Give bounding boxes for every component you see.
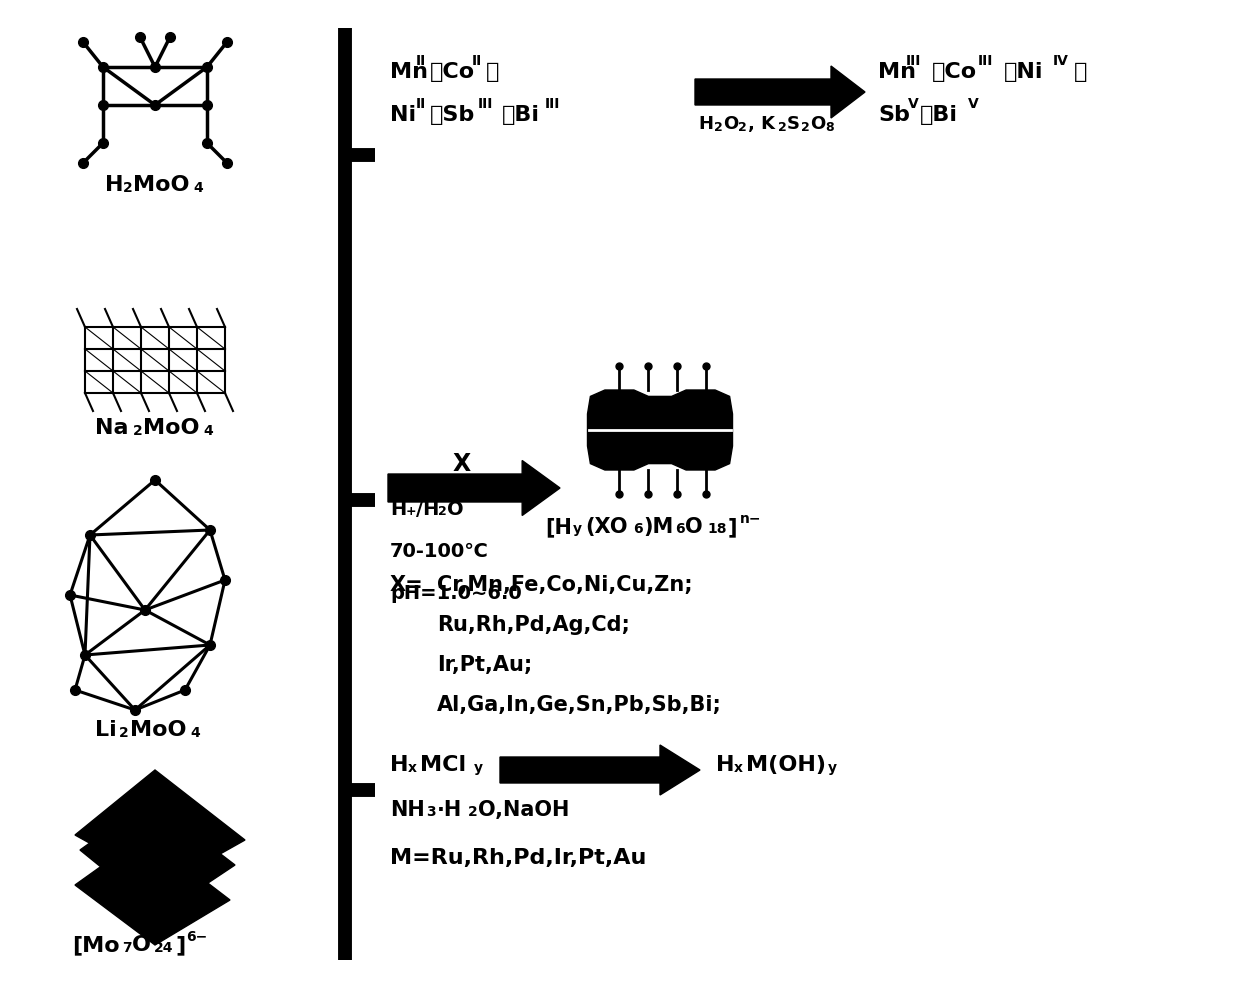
Text: 、Co: 、Co — [932, 62, 978, 82]
Text: H: H — [716, 755, 735, 775]
Text: n−: n− — [740, 512, 762, 526]
Text: V: V — [908, 97, 919, 111]
Text: y: y — [828, 761, 838, 775]
Text: 2: 2 — [123, 181, 133, 195]
Polygon shape — [388, 461, 560, 515]
Text: ·H: ·H — [437, 800, 462, 820]
Text: 2: 2 — [778, 121, 787, 134]
Text: 4: 4 — [193, 181, 203, 195]
Text: [H: [H — [545, 517, 572, 537]
Text: 、Co: 、Co — [430, 62, 475, 82]
Text: II: II — [472, 54, 482, 68]
Text: 、Bi: 、Bi — [502, 105, 540, 125]
Text: M(OH): M(OH) — [746, 755, 826, 775]
Text: MoO: MoO — [130, 720, 187, 740]
Text: y: y — [475, 761, 483, 775]
Text: 6: 6 — [675, 522, 685, 536]
Text: 2: 2 — [714, 121, 722, 134]
Text: MoO: MoO — [133, 175, 190, 195]
Text: IV: IV — [1053, 54, 1069, 68]
Text: 、Ni: 、Ni — [1004, 62, 1043, 82]
Text: 、Bi: 、Bi — [921, 105, 958, 125]
Text: Sb: Sb — [878, 105, 909, 125]
Polygon shape — [76, 770, 245, 885]
Text: 4: 4 — [203, 424, 213, 438]
Text: (XO: (XO — [585, 517, 627, 537]
Text: 2: 2 — [119, 726, 129, 740]
Text: 2: 2 — [800, 121, 810, 134]
Polygon shape — [587, 390, 732, 470]
Text: II: II — [416, 97, 426, 111]
Text: 2: 2 — [439, 505, 447, 518]
Text: O: O — [447, 500, 463, 519]
Text: 、: 、 — [486, 62, 499, 82]
Text: x: x — [733, 761, 743, 775]
Text: ]: ] — [175, 935, 186, 955]
Text: Al,Ga,In,Ge,Sn,Pb,Sb,Bi;: Al,Ga,In,Ge,Sn,Pb,Sb,Bi; — [437, 695, 722, 715]
Polygon shape — [695, 66, 865, 118]
Text: 6−: 6− — [186, 930, 207, 944]
Text: III: III — [978, 54, 994, 68]
Text: Li: Li — [95, 720, 116, 740]
Text: Mn: Mn — [390, 62, 427, 82]
Polygon shape — [76, 835, 230, 945]
Text: y: y — [572, 522, 582, 536]
Text: 2: 2 — [738, 121, 747, 134]
Text: ]: ] — [729, 517, 737, 537]
Text: H: H — [105, 175, 124, 195]
Polygon shape — [81, 800, 235, 915]
Text: Ni: Ni — [390, 105, 416, 125]
Text: pH=1.0∼6.0: pH=1.0∼6.0 — [390, 584, 522, 603]
Text: M=Ru,Rh,Pd,Ir,Pt,Au: M=Ru,Rh,Pd,Ir,Pt,Au — [390, 848, 647, 868]
Text: Cr,Mn,Fe,Co,Ni,Cu,Zn;: Cr,Mn,Fe,Co,Ni,Cu,Zn; — [437, 575, 693, 595]
Text: O: O — [724, 115, 738, 133]
Text: NH: NH — [390, 800, 425, 820]
Text: 3: 3 — [426, 805, 436, 819]
Text: H: H — [698, 115, 712, 133]
Text: )M: )M — [643, 517, 673, 537]
Text: x: x — [408, 761, 418, 775]
Text: Na: Na — [95, 418, 129, 438]
Text: 、Sb: 、Sb — [430, 105, 476, 125]
Text: 70-100℃: 70-100℃ — [390, 542, 489, 561]
Text: II: II — [416, 54, 426, 68]
Text: V: V — [968, 97, 979, 111]
Text: 4: 4 — [190, 726, 199, 740]
Text: 、: 、 — [1074, 62, 1088, 82]
Text: Mn: Mn — [878, 62, 916, 82]
Text: 6: 6 — [633, 522, 643, 536]
Text: 7: 7 — [121, 941, 131, 955]
Text: O: O — [685, 517, 703, 537]
Text: [Mo: [Mo — [72, 935, 120, 955]
Text: III: III — [478, 97, 493, 111]
Text: H: H — [390, 500, 406, 519]
Text: +: + — [406, 505, 416, 518]
Text: X: X — [453, 452, 471, 476]
Text: O: O — [810, 115, 825, 133]
Text: III: III — [906, 54, 922, 68]
Text: Ru,Rh,Pd,Ag,Cd;: Ru,Rh,Pd,Ag,Cd; — [437, 615, 629, 635]
Text: S: S — [787, 115, 800, 133]
Polygon shape — [501, 745, 700, 795]
Text: X=: X= — [390, 575, 424, 595]
Text: 2: 2 — [468, 805, 478, 819]
Text: 18: 18 — [707, 522, 726, 536]
Text: , K: , K — [748, 115, 776, 133]
Text: 2: 2 — [133, 424, 142, 438]
Text: O,NaOH: O,NaOH — [478, 800, 570, 820]
Text: Ir,Pt,Au;: Ir,Pt,Au; — [437, 655, 533, 675]
Text: MoO: MoO — [142, 418, 199, 438]
Text: MCl: MCl — [420, 755, 466, 775]
Text: 24: 24 — [154, 941, 173, 955]
Text: H: H — [390, 755, 409, 775]
Text: 8: 8 — [825, 121, 834, 134]
Text: /H: /H — [416, 500, 440, 519]
Text: O: O — [133, 935, 151, 955]
Text: III: III — [545, 97, 560, 111]
